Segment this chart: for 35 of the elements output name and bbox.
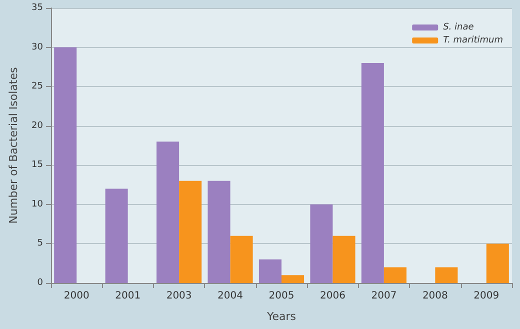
bar <box>435 267 458 283</box>
bar <box>54 47 77 283</box>
y-tick-label: 0 <box>37 278 44 288</box>
bar <box>179 180 202 283</box>
bar <box>310 204 333 283</box>
y-tick-label: 25 <box>32 82 43 92</box>
legend-label: S. inae <box>443 22 474 32</box>
y-tick-label: 30 <box>32 42 44 52</box>
bar <box>105 188 128 283</box>
x-tick-label: 2004 <box>218 290 244 302</box>
y-tick-label: 20 <box>32 120 44 131</box>
y-axis-title: Number of Bacterial Isolates <box>7 67 20 224</box>
bar <box>208 180 230 283</box>
x-tick-label: 2009 <box>474 290 500 302</box>
y-tick-label: 15 <box>32 160 43 170</box>
y-tick-label: 35 <box>32 3 43 13</box>
x-tick-label: 2001 <box>115 290 141 302</box>
x-tick-label: 2000 <box>64 290 90 302</box>
bar <box>230 236 253 283</box>
legend-label: T. maritimum <box>443 36 504 46</box>
bar <box>258 259 282 283</box>
bar <box>282 275 304 283</box>
y-tick-label: 10 <box>32 199 44 210</box>
x-tick-label: 2005 <box>268 290 294 302</box>
bar <box>332 236 356 283</box>
bar <box>156 142 180 283</box>
bar <box>486 244 509 283</box>
x-tick-label: 2007 <box>371 290 397 302</box>
x-tick-label: 2006 <box>320 290 346 302</box>
y-tick-label: 5 <box>37 238 43 249</box>
x-tick-label: 2003 <box>166 290 192 302</box>
x-axis-title: Years <box>266 310 296 323</box>
bar <box>384 267 406 283</box>
x-tick-label: 2008 <box>422 290 448 302</box>
bar <box>361 63 384 283</box>
